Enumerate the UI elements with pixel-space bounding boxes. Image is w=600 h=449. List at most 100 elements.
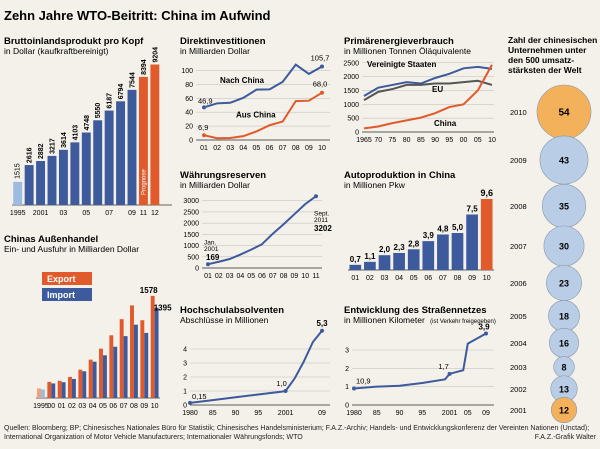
energy-series-line xyxy=(363,65,493,97)
fdi-ytick: 0 xyxy=(189,138,193,145)
grad-point xyxy=(188,400,192,405)
reserves-xtick: 04 xyxy=(237,273,245,280)
energy-series-label: EU xyxy=(432,85,443,94)
fdi-xtick: 04 xyxy=(239,145,247,152)
gdp-value-label: 2882 xyxy=(38,143,45,159)
cars-xtick: 06 xyxy=(424,275,432,282)
fdi-ytick: 40 xyxy=(185,110,193,117)
trade-import-bar xyxy=(51,383,56,398)
reserves-title: Währungsreserven xyxy=(180,170,266,181)
reserves-start-label: 2001 xyxy=(204,246,219,253)
cars-bar xyxy=(378,255,391,270)
fdi-value-label: 105,7 xyxy=(311,53,330,62)
roads-xtick: 2001 xyxy=(442,410,458,417)
trade-export-bar xyxy=(109,335,114,398)
trade-value-label: 1395 xyxy=(154,304,172,313)
reserves-ytick: 2000 xyxy=(183,221,199,228)
reserves-xtick: 06 xyxy=(258,273,266,280)
reserves-xtick: 02 xyxy=(215,273,223,280)
energy-ytick: 0 xyxy=(355,130,359,137)
fdi-xtick: 09 xyxy=(305,145,313,152)
fdi-ytick: 20 xyxy=(185,124,193,131)
reserves-start-value: 169 xyxy=(206,253,220,262)
gdp-value-label: 2616 xyxy=(27,147,34,163)
trade-import-bar xyxy=(102,355,107,398)
trade-xtick: 04 xyxy=(89,403,97,410)
reserves-ytick: 1500 xyxy=(183,232,199,239)
companies-title-l1: Zahl der chinesischen xyxy=(508,35,597,45)
roads-value-label: 10,9 xyxy=(356,377,371,386)
gdp-value-label: 6187 xyxy=(107,93,114,109)
energy-xtick: 95 xyxy=(445,137,453,144)
companies-value-label: 35 xyxy=(559,202,569,212)
reserves-xtick: 03 xyxy=(226,273,234,280)
grad-point xyxy=(320,328,324,333)
reserves-xtick: 11 xyxy=(312,273,319,280)
trade-import-bar xyxy=(154,307,159,398)
energy-ytick: 1500 xyxy=(343,88,359,95)
trade-export-bar xyxy=(150,295,155,398)
grad-ytick: 0 xyxy=(183,403,187,410)
fdi-value-label: 46,9 xyxy=(198,96,213,105)
grad-subtitle: Abschlüsse in Millionen xyxy=(180,315,269,325)
source-text: Quellen: Bloomberg; BP; Chinesisches Nat… xyxy=(4,425,590,441)
companies-year-label: 2001 xyxy=(510,406,527,415)
trade-export-bar xyxy=(88,359,93,398)
gdp-value-label: 3217 xyxy=(50,138,57,154)
trade-import-bar xyxy=(82,371,87,398)
trade-xtick: 07 xyxy=(120,403,128,410)
roads-subtitle: in Millionen Kilometer (ist Verkehr frei… xyxy=(344,315,496,325)
reserves-subtitle: in Milliarden Dollar xyxy=(180,180,250,190)
companies-value-label: 16 xyxy=(559,339,569,349)
reserves-xtick: 05 xyxy=(247,273,255,280)
trade-export-bar xyxy=(68,376,72,398)
reserves-ytick: 1000 xyxy=(183,243,199,250)
gdp-bar xyxy=(93,120,103,205)
companies-value-label: 43 xyxy=(559,156,569,166)
roads-xtick: 05 xyxy=(464,410,472,417)
companies-year-label: 2004 xyxy=(510,339,527,348)
roads-title: Entwicklung des Straßennetzes xyxy=(344,305,487,316)
source-note: Quellen: Bloomberg; BP; Chinesisches Nat… xyxy=(4,424,596,442)
roads-xtick: 1980 xyxy=(346,410,362,417)
cars-value-label: 4,8 xyxy=(437,224,449,233)
gdp-title: Bruttoinlandsprodukt pro Kopf xyxy=(4,36,144,47)
trade-import-bar xyxy=(123,336,128,398)
gdp-value-label: 7544 xyxy=(130,72,137,88)
fdi-ytick: 80 xyxy=(185,82,193,89)
gdp-bar xyxy=(150,64,160,206)
grad-xtick: 09 xyxy=(318,410,326,417)
fdi-series-line xyxy=(203,63,323,109)
gdp-value-label: 1515 xyxy=(15,163,22,179)
companies-title-l2: Unternehmen unter xyxy=(508,45,587,55)
gdp-value-label: 8394 xyxy=(141,59,148,75)
companies-value-label: 54 xyxy=(558,108,570,119)
gdp-xtick: 12 xyxy=(151,210,159,217)
grad-point xyxy=(283,389,288,393)
roads-xtick: 90 xyxy=(396,410,404,417)
gdp-value-label: 6794 xyxy=(118,84,125,100)
energy-xtick: 90 xyxy=(431,137,439,144)
reserves-ytick: 0 xyxy=(195,266,199,273)
trade-value-label: 1578 xyxy=(140,286,158,295)
credit-text: F.A.Z.-Grafik Walter xyxy=(534,434,596,441)
trade-xtick: 08 xyxy=(130,403,138,410)
fdi-point xyxy=(320,64,324,69)
roads-xtick: 85 xyxy=(373,410,381,417)
cars-xtick: 02 xyxy=(366,275,374,282)
grad-xtick: 90 xyxy=(232,410,240,417)
trade-export-bar xyxy=(130,305,134,398)
reserves-end-value: 3202 xyxy=(314,224,332,233)
companies-year-label: 2003 xyxy=(510,363,527,372)
cars-xtick: 10 xyxy=(483,275,491,282)
trade-export-bar xyxy=(57,380,62,398)
gdp-value-label: 3614 xyxy=(61,132,68,148)
gdp-bar xyxy=(36,161,46,205)
cars-title: Autoproduktion in China xyxy=(344,170,456,181)
companies-year-label: 2010 xyxy=(510,108,527,117)
cars-xtick: 07 xyxy=(439,275,447,282)
cars-xtick: 05 xyxy=(410,275,418,282)
roads-ytick: 3 xyxy=(345,348,349,355)
fdi-series-line xyxy=(203,91,323,140)
fdi-xtick: 02 xyxy=(213,145,221,152)
